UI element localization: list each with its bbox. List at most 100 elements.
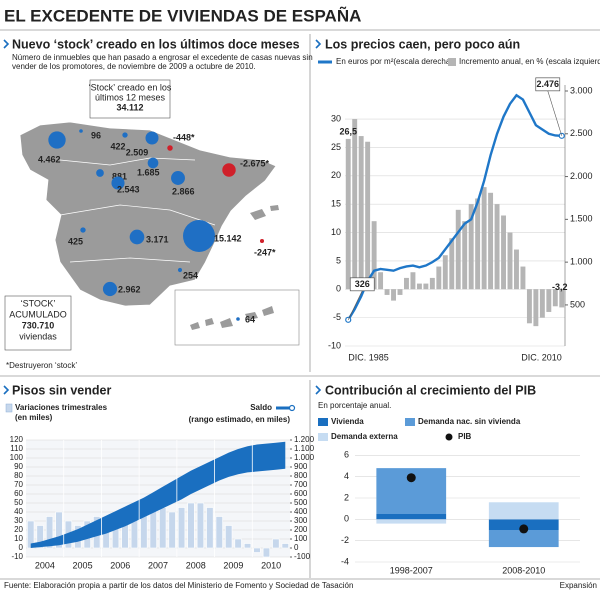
description: Número de inmuebles que han pasado a eng… bbox=[12, 53, 313, 62]
y2-tick-label: 1.200 bbox=[294, 435, 315, 444]
bar bbox=[243, 543, 252, 549]
bubble-label: 422 bbox=[110, 141, 125, 151]
bar bbox=[423, 283, 429, 290]
y-tick-label: 0 bbox=[344, 514, 349, 524]
panel-title: Pisos sin vender bbox=[12, 383, 111, 397]
gdp-dot bbox=[519, 524, 529, 534]
bubble-label: 2.543 bbox=[117, 184, 140, 194]
bar-value-label: -3,2 bbox=[552, 282, 568, 292]
bubble bbox=[236, 317, 240, 321]
y2-tick-label: 700 bbox=[294, 480, 308, 489]
y-tick-label: 30 bbox=[331, 113, 341, 123]
bubble-label: 2.509 bbox=[126, 147, 149, 157]
gdp-dot bbox=[406, 473, 416, 483]
y2-tick-label: 600 bbox=[294, 489, 308, 498]
bar bbox=[404, 277, 409, 290]
bubble bbox=[79, 129, 83, 133]
footnote: *Destruyeron ‘stock’ bbox=[6, 361, 77, 370]
bar bbox=[468, 204, 474, 290]
y2-tick-label: 400 bbox=[294, 507, 308, 516]
price-line bbox=[347, 93, 562, 321]
y-tick-label: 15 bbox=[331, 199, 341, 209]
y-tick-label: -2 bbox=[341, 535, 349, 545]
bar bbox=[253, 547, 261, 553]
total-text: 730.710 bbox=[22, 320, 55, 330]
y-tick-label: 20 bbox=[14, 525, 23, 534]
y2-tick-label: 1.100 bbox=[294, 444, 315, 453]
bar bbox=[225, 525, 233, 549]
bubble-label: 3.171 bbox=[146, 234, 169, 244]
x-tick-label: DIC. 1985 bbox=[348, 352, 389, 362]
bar bbox=[546, 289, 552, 312]
line-value-label: 326 bbox=[355, 279, 370, 289]
bubble-label: 64 bbox=[245, 314, 255, 324]
panel-title: Nuevo ‘stock’ creado en los últimos doce… bbox=[12, 37, 300, 51]
y2-tick-label: 0 bbox=[294, 543, 299, 552]
bubble-label: 15.142 bbox=[214, 233, 242, 243]
bubble-label: 881 bbox=[112, 171, 127, 181]
y2-tick-label: 1.000 bbox=[570, 257, 593, 267]
bar bbox=[507, 232, 513, 290]
y-tick-label: 25 bbox=[331, 142, 341, 152]
bar bbox=[215, 516, 223, 549]
canary-box bbox=[174, 289, 300, 346]
legend-label: Incremento anual, en % (escala izquierda… bbox=[459, 57, 600, 66]
chevron bbox=[315, 385, 322, 395]
y-tick-label: 10 bbox=[331, 227, 341, 237]
chevron bbox=[3, 385, 10, 395]
bar bbox=[352, 119, 358, 290]
y-tick-label: 0 bbox=[19, 543, 24, 552]
page-title: EL EXCEDENTE DE VIVIENDAS DE ESPAÑA bbox=[4, 5, 361, 25]
bar bbox=[177, 507, 186, 549]
y-tick-label: 60 bbox=[14, 489, 23, 498]
total-text: viviendas bbox=[19, 331, 57, 341]
bar bbox=[365, 141, 371, 290]
bar bbox=[520, 266, 526, 290]
bar bbox=[391, 289, 396, 301]
y2-tick-label: 2.500 bbox=[570, 128, 593, 138]
credit: Expansión bbox=[560, 581, 597, 590]
legend-label: En euros por m²(escala derecha) bbox=[336, 57, 453, 66]
legend-label: Demanda nac. sin vivienda bbox=[418, 417, 521, 426]
chevron bbox=[315, 39, 322, 49]
bar bbox=[539, 289, 545, 318]
x-tick-label: 2008-2010 bbox=[502, 565, 545, 575]
bar bbox=[436, 266, 442, 290]
y2-tick-label: -100 bbox=[294, 552, 311, 561]
legend-label: PIB bbox=[458, 432, 472, 441]
bar-segment bbox=[488, 530, 559, 548]
legend-note: (rango estimado, en miles) bbox=[189, 415, 291, 424]
bubble-label: -2.675* bbox=[240, 158, 270, 168]
y-tick-label: -5 bbox=[333, 312, 341, 322]
bar bbox=[533, 289, 539, 327]
panel-title: Contribución al crecimiento del PIB bbox=[325, 383, 536, 397]
bar bbox=[196, 502, 205, 549]
y-tick-label: 6 bbox=[344, 450, 349, 460]
bubble-label: 96 bbox=[91, 130, 101, 140]
bar bbox=[416, 283, 422, 290]
bubble bbox=[147, 157, 159, 169]
bar bbox=[45, 516, 54, 549]
x-tick-label: 2009 bbox=[223, 560, 243, 570]
y2-tick-label: 3.000 bbox=[570, 85, 593, 95]
y2-tick-label: 200 bbox=[294, 525, 308, 534]
total-box bbox=[4, 295, 72, 351]
bar bbox=[384, 289, 390, 295]
y-tick-label: 5 bbox=[336, 255, 341, 265]
bar bbox=[187, 502, 195, 549]
bar bbox=[552, 289, 558, 307]
bar bbox=[449, 238, 455, 290]
y-tick-label: 2 bbox=[344, 492, 349, 502]
subtitle: En porcentaje anual. bbox=[318, 401, 391, 410]
y-tick-label: 90 bbox=[14, 462, 23, 471]
bar bbox=[206, 507, 214, 549]
bubble bbox=[96, 169, 104, 177]
map bbox=[4, 79, 300, 351]
bubble bbox=[129, 229, 145, 245]
legend-swatch bbox=[445, 433, 453, 441]
bubble bbox=[122, 132, 128, 138]
total-text: ‘STOCK’ bbox=[21, 298, 56, 308]
canary-islands bbox=[190, 306, 274, 330]
chevron bbox=[3, 39, 10, 49]
bubble bbox=[80, 227, 86, 233]
